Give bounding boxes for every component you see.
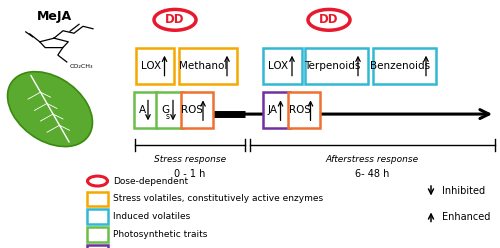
Text: G: G <box>161 105 169 115</box>
Text: s: s <box>166 112 170 121</box>
Text: 0 - 1 h: 0 - 1 h <box>174 169 206 179</box>
FancyBboxPatch shape <box>264 48 302 84</box>
FancyBboxPatch shape <box>178 48 236 84</box>
Text: Afterstress response: Afterstress response <box>326 155 419 164</box>
Text: LOX: LOX <box>141 61 161 71</box>
FancyBboxPatch shape <box>156 92 182 128</box>
Text: Enhanced: Enhanced <box>442 212 490 222</box>
Text: Induced volatiles: Induced volatiles <box>113 212 190 221</box>
Text: Dose-dependent: Dose-dependent <box>113 177 188 186</box>
FancyBboxPatch shape <box>136 48 174 84</box>
Text: JA: JA <box>268 105 278 115</box>
FancyBboxPatch shape <box>304 48 368 84</box>
Text: Inhibited: Inhibited <box>442 186 485 196</box>
Text: A: A <box>138 105 145 115</box>
Text: DD: DD <box>165 13 185 26</box>
Text: Benzenoids: Benzenoids <box>370 61 430 71</box>
Text: ROS: ROS <box>289 105 311 115</box>
FancyBboxPatch shape <box>87 227 108 242</box>
Text: DD: DD <box>320 13 339 26</box>
FancyBboxPatch shape <box>263 92 290 128</box>
Text: Methanol: Methanol <box>180 61 228 71</box>
FancyBboxPatch shape <box>288 92 320 128</box>
Text: Stress volatiles, constitutively active enzymes: Stress volatiles, constitutively active … <box>113 194 323 203</box>
Text: ROS: ROS <box>182 105 204 115</box>
FancyBboxPatch shape <box>87 191 108 206</box>
Text: MeJA: MeJA <box>36 10 72 23</box>
FancyBboxPatch shape <box>372 48 436 84</box>
Text: CO₂CH₃: CO₂CH₃ <box>70 64 93 69</box>
FancyBboxPatch shape <box>87 209 108 224</box>
Text: LOX: LOX <box>268 61 288 71</box>
Text: 6- 48 h: 6- 48 h <box>356 169 390 179</box>
FancyBboxPatch shape <box>87 245 108 248</box>
FancyBboxPatch shape <box>180 92 212 128</box>
Text: Terpenoids: Terpenoids <box>304 61 360 71</box>
Text: Stress response: Stress response <box>154 155 226 164</box>
Ellipse shape <box>8 72 92 147</box>
Text: Photosynthetic traits: Photosynthetic traits <box>113 230 208 239</box>
FancyBboxPatch shape <box>134 92 158 128</box>
